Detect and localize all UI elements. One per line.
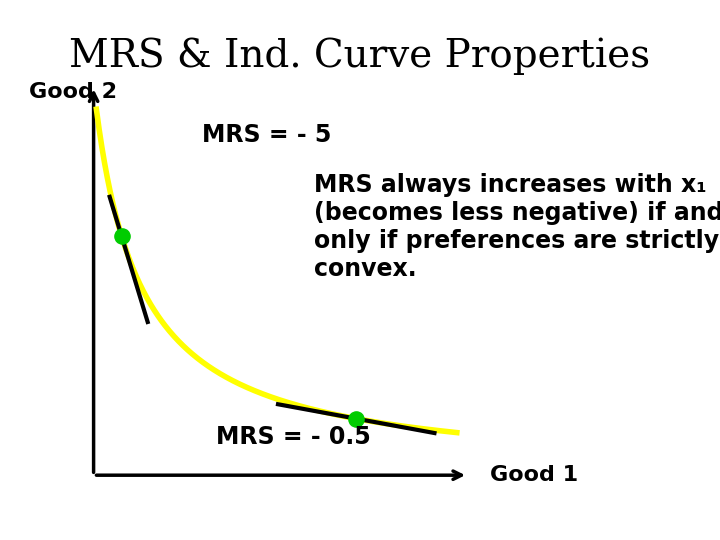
Text: MRS = - 5: MRS = - 5	[202, 123, 331, 147]
Point	[116, 232, 127, 240]
Text: MRS & Ind. Curve Properties: MRS & Ind. Curve Properties	[69, 38, 651, 75]
Point	[351, 414, 362, 423]
Text: Good 1: Good 1	[490, 465, 577, 485]
Text: MRS always increases with x₁
(becomes less negative) if and
only if preferences : MRS always increases with x₁ (becomes le…	[314, 173, 720, 280]
Text: MRS = - 0.5: MRS = - 0.5	[216, 426, 371, 449]
Text: Good 2: Good 2	[29, 82, 117, 102]
